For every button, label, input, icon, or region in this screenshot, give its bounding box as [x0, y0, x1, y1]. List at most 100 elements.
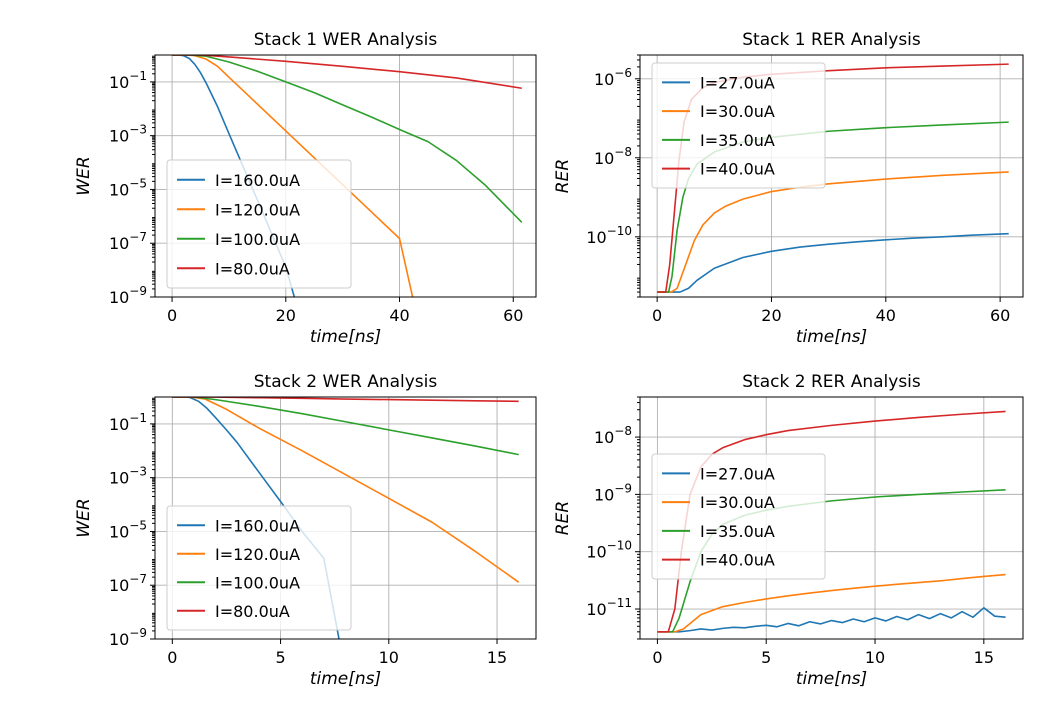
y-tick-label: 10−5 [109, 176, 147, 199]
x-axis-label: time[ns] [310, 669, 381, 689]
y-tick-exponent: −10 [607, 539, 632, 553]
y-tick-label: 10−3 [109, 465, 147, 488]
x-tick-label: 40 [876, 306, 896, 325]
y-tick-exponent: −1 [129, 411, 147, 425]
y-tick-label: 10−5 [109, 518, 147, 541]
legend-box [166, 505, 352, 631]
x-axis-label: time[ns] [310, 327, 381, 347]
x-tick-label: 60 [990, 306, 1010, 325]
x-axis-label: time[ns] [796, 669, 867, 689]
y-tick-exponent: −5 [129, 518, 147, 532]
x-tick-label: 5 [761, 648, 771, 667]
chart-title: Stack 1 WER Analysis [254, 30, 438, 50]
y-tick-label: 10−1 [109, 69, 147, 92]
y-tick-exponent: −9 [129, 626, 147, 640]
legend-entry: I=27.0uA [700, 464, 775, 483]
y-tick-label: 10−11 [586, 596, 632, 619]
y-tick-label: 10−9 [594, 481, 632, 504]
legend-entry: I=30.0uA [700, 102, 775, 121]
y-tick-mantissa: 10 [586, 600, 606, 619]
chart-title: Stack 2 WER Analysis [254, 372, 438, 392]
y-tick-exponent: −9 [614, 481, 632, 495]
y-tick-exponent: −5 [129, 176, 147, 190]
y-tick-mantissa: 10 [109, 576, 129, 595]
x-tick-label: 15 [487, 648, 507, 667]
series-line-2 [657, 573, 1006, 633]
legend-entry: I=27.0uA [700, 73, 775, 92]
y-axis-label: RER [553, 501, 573, 535]
y-axis-label: WER [74, 156, 94, 195]
chart-title: Stack 1 RER Analysis [742, 30, 921, 50]
legend-entry: I=40.0uA [700, 160, 775, 179]
x-axis-label: time[ns] [796, 327, 867, 347]
y-tick-label: 10−8 [594, 145, 632, 168]
y-tick-mantissa: 10 [109, 415, 129, 434]
y-tick-exponent: −1 [129, 69, 147, 83]
y-tick-exponent: −10 [607, 224, 632, 238]
plot-frame [154, 54, 537, 298]
y-tick-label: 10−9 [109, 284, 147, 307]
y-tick-label: 10−1 [109, 411, 147, 434]
legend-entry: I=35.0uA [700, 131, 775, 150]
y-tick-label: 10−9 [109, 626, 147, 649]
legend-entry: I=80.0uA [215, 259, 290, 278]
x-tick-label: 40 [389, 306, 409, 325]
y-axis-label: WER [74, 498, 94, 537]
plot-frame [154, 396, 537, 640]
legend: I=160.0uA I=120.0uA I=100.0uA I=80.0uA [166, 159, 352, 289]
y-tick-exponent: −8 [614, 424, 632, 438]
series-line-2 [657, 171, 1009, 293]
legend-box [166, 159, 352, 289]
y-tick-mantissa: 10 [594, 149, 614, 168]
legend-box [651, 453, 826, 580]
x-tick-label: 0 [652, 306, 662, 325]
x-tick-label: 0 [167, 306, 177, 325]
legend-entry: I=30.0uA [700, 493, 775, 512]
series-line-1 [657, 232, 1009, 293]
x-tick-label: 0 [167, 648, 177, 667]
series-line-4 [657, 410, 1006, 633]
legend: I=27.0uA I=30.0uA I=35.0uA I=40.0uA [651, 62, 826, 189]
y-tick-label: 10−8 [594, 424, 632, 447]
x-tick-label: 10 [865, 648, 885, 667]
legend-entry: I=160.0uA [215, 516, 300, 535]
chart-title: Stack 2 RER Analysis [742, 372, 921, 392]
legend-entry: I=160.0uA [215, 171, 300, 190]
y-tick-mantissa: 10 [109, 234, 129, 253]
series-line-1 [657, 607, 1006, 633]
y-tick-label: 10−3 [109, 123, 147, 146]
y-tick-exponent: −7 [129, 230, 147, 244]
x-tick-label: 20 [276, 306, 296, 325]
y-tick-exponent: −11 [607, 596, 632, 610]
legend-entry: I=100.0uA [215, 230, 300, 249]
legend-entry: I=35.0uA [700, 522, 775, 541]
legend-entry: I=100.0uA [215, 573, 300, 592]
legend-entry: I=80.0uA [215, 602, 290, 621]
y-tick-mantissa: 10 [109, 522, 129, 541]
y-tick-exponent: −8 [614, 145, 632, 159]
y-tick-label: 10−7 [109, 230, 147, 253]
y-tick-label: 10−7 [109, 572, 147, 595]
y-tick-mantissa: 10 [594, 428, 614, 447]
y-tick-exponent: −7 [129, 572, 147, 586]
legend-entry: I=40.0uA [700, 551, 775, 570]
legend-entry: I=120.0uA [215, 200, 300, 219]
y-tick-mantissa: 10 [594, 70, 614, 89]
x-tick-label: 20 [761, 306, 781, 325]
legend: I=160.0uA I=120.0uA I=100.0uA I=80.0uA [166, 505, 352, 631]
legend-box [651, 62, 826, 189]
x-tick-label: 60 [503, 306, 523, 325]
y-tick-exponent: −3 [129, 123, 147, 137]
y-tick-mantissa: 10 [109, 180, 129, 199]
y-tick-mantissa: 10 [109, 630, 129, 649]
legend: I=27.0uA I=30.0uA I=35.0uA I=40.0uA [651, 453, 826, 580]
legend-entry: I=120.0uA [215, 545, 300, 564]
series-line-4 [172, 55, 522, 90]
y-tick-mantissa: 10 [594, 485, 614, 504]
y-tick-mantissa: 10 [109, 73, 129, 92]
